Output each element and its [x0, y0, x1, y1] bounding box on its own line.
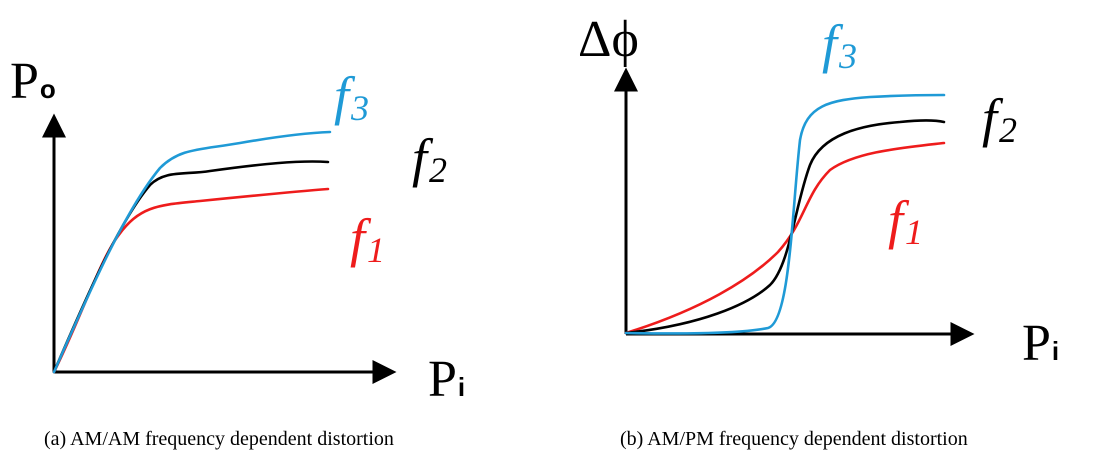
panel-a-x-axis-label: Pi	[428, 351, 465, 408]
panel-b-caption: (b) AM/PM frequency dependent distortion	[620, 428, 968, 450]
panel-b-x-axis-label: Pi	[1022, 315, 1059, 372]
panel-b-curve-f3	[624, 93, 946, 335]
panel-b-y-axis-label: Δϕ	[578, 11, 639, 68]
panel-a: Po Pi f3 f2 f1 (a) AM/AM frequency depen…	[10, 53, 465, 450]
panel-a-label-f3: f3	[334, 66, 369, 128]
panel-b-label-f1: f1	[888, 190, 923, 252]
panel-a-label-f2: f2	[412, 128, 447, 190]
panel-b-curve-f2	[624, 119, 946, 335]
panel-b-label-f3: f3	[822, 14, 857, 76]
panel-b-curve-f1	[624, 141, 946, 335]
panel-b-label-f2: f2	[982, 88, 1017, 150]
panel-a-label-f1: f1	[350, 208, 385, 270]
panel-a-caption: (a) AM/AM frequency dependent distortion	[44, 428, 394, 450]
panel-a-y-axis-label: Po	[10, 53, 56, 110]
panel-b: Δϕ Pi f3 f2 f1 (b) AM/PM frequency depen…	[578, 11, 1059, 450]
panel-a-curve-f3	[52, 130, 332, 374]
